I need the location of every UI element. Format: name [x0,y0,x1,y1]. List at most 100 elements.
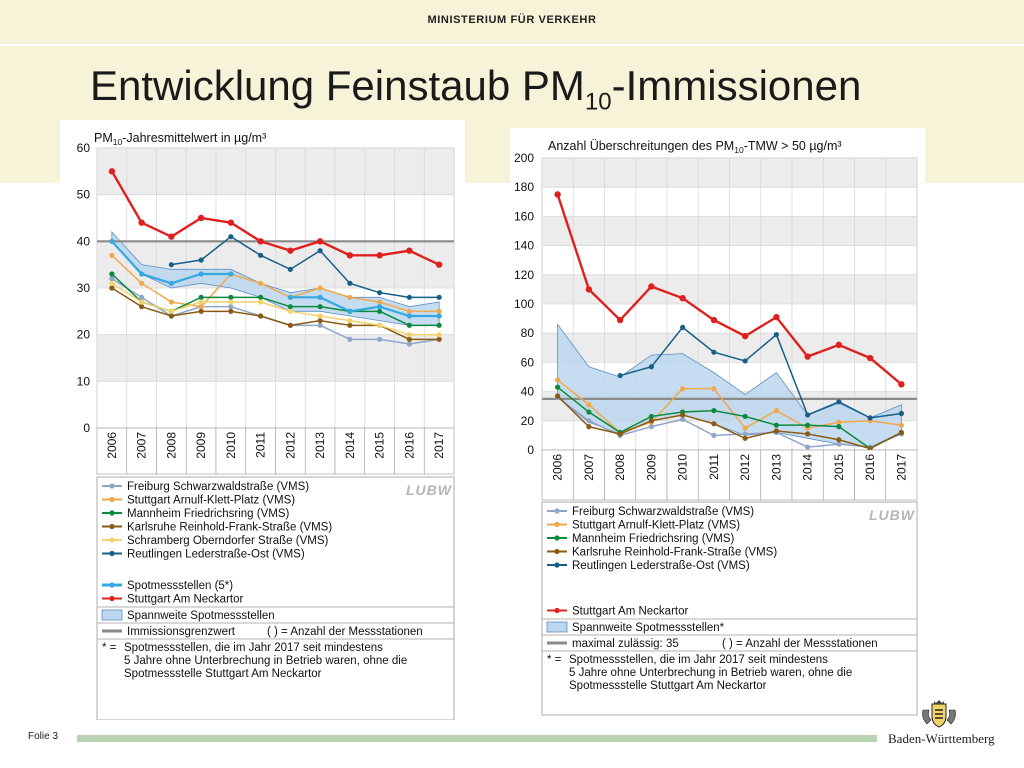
data-point [742,435,748,441]
legend-label: Freiburg Schwarzwaldstraße (VMS) [572,506,754,518]
y-tick-label: 60 [77,141,91,155]
pm10-annual-mean-chart: PM10-Jahresmittelwert in µg/m³0102030405… [77,131,455,721]
data-point [805,412,811,418]
legend-box [541,501,918,716]
chart-title-subscript: 10 [734,145,744,155]
chart-title: Anzahl Überschreitungen des PM10-TMW > 5… [548,139,842,155]
y-tick-label: 30 [77,281,91,295]
year-cell [126,427,157,475]
legend-label: Karlsruhe Reinhold-Frank-Straße (VMS) [127,522,332,534]
data-point [585,286,593,293]
data-point [835,341,843,349]
year-cell [822,449,855,501]
x-tick-label: 2015 [832,454,846,481]
data-point [586,418,592,424]
series-5 [617,324,904,421]
data-point [836,437,842,443]
data-point [617,431,623,437]
data-point [805,431,811,437]
data-point [197,214,205,222]
data-point [435,261,443,268]
y-tick-label: 10 [77,374,91,388]
data-point [406,336,412,342]
chart-title-rest: -Jahresmittelwert in µg/m³ [122,131,266,145]
footnote-line: Spotmessstellen, die im Jahr 2017 seit m… [124,642,383,654]
data-point [198,271,204,277]
legend-marker [109,537,115,543]
series-line [171,235,440,299]
data-point [711,432,717,438]
y-tick-label: 40 [77,234,91,248]
data-point [139,304,145,310]
x-tick-label: 2010 [224,432,238,459]
series-line [557,386,902,450]
data-point [711,349,717,355]
data-point [710,316,718,324]
data-point [436,336,442,342]
legend-marker [554,521,560,528]
data-point [287,247,294,254]
legend-marker [554,607,560,614]
y-tick-label: 20 [77,328,91,342]
data-point [109,280,115,286]
data-point [317,285,323,291]
x-tick-label: 2013 [769,454,783,481]
data-point [742,413,748,420]
x-tick-label: 2012 [738,454,752,481]
legend-marker [109,510,115,516]
year-cell [275,427,306,475]
coat-of-arms-icon [922,700,956,728]
series-4 [555,393,904,452]
data-point [377,304,383,310]
x-tick-label: 2009 [644,454,658,481]
title-subscript: 10 [584,88,612,116]
data-point [773,422,779,428]
data-point [711,407,717,414]
x-tick-label: 2016 [863,454,877,481]
data-point [377,290,383,296]
data-point [898,422,904,428]
y-tick-label: 100 [514,297,534,311]
y-tick-label: 0 [83,421,90,435]
legend-limit-label: Immissionsgrenzwert [127,626,236,638]
series-line [557,379,902,434]
data-point [741,332,749,340]
year-cell [635,449,668,501]
year-cell [334,427,366,475]
legend-label: Karlsruhe Reinhold-Frank-Straße (VMS) [572,547,777,559]
x-tick-label: 2009 [194,432,208,459]
legend-label: Spotmessstellen (5*) [127,580,233,592]
title-main: Entwicklung Feinstaub PM [90,62,585,109]
data-point [436,332,442,338]
slide-number: Folie 3 [28,731,59,742]
right-chart-panel: Anzahl Überschreitungen des PM10-TMW > 5… [510,128,925,720]
data-point [317,248,323,254]
data-point [680,386,686,392]
data-point [228,308,234,314]
data-point [898,410,904,417]
data-point [347,294,353,300]
data-point [406,313,412,319]
y-tick-label: 160 [514,209,534,223]
series-line [556,194,903,386]
data-point [347,322,353,328]
x-tick-label: 2008 [164,432,178,459]
footnote-line: Spotmessstellen, die im Jahr 2017 seit m… [569,654,828,666]
data-point [109,271,115,277]
data-point [406,247,413,254]
y-tick-label: 200 [514,151,534,165]
data-point [680,324,686,330]
year-cell [791,449,824,501]
y-tick-label: 180 [514,180,534,194]
data-point [436,294,442,300]
data-point [586,409,592,415]
data-point [258,299,264,305]
legend-label: Mannheim Friedrichsring (VMS) [127,508,289,520]
data-point [198,294,204,300]
legend-marker [109,582,115,588]
data-point [554,191,561,198]
data-point [648,413,654,420]
data-point [804,353,811,360]
data-point [617,372,623,379]
data-point [287,308,293,314]
